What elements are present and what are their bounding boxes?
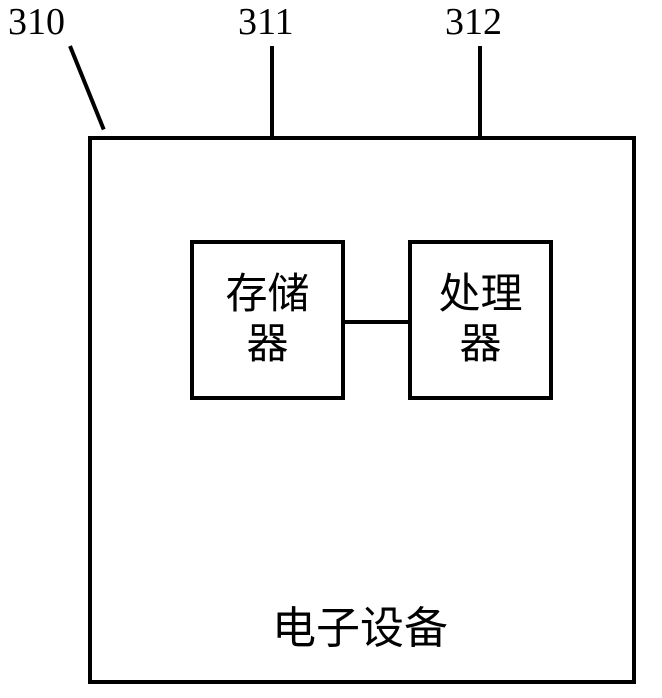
memory-box: 存储器 bbox=[190, 240, 345, 400]
memory-label: 存储器 bbox=[225, 270, 309, 371]
device-caption: 电子设备 bbox=[272, 592, 448, 656]
connector-line bbox=[345, 320, 408, 324]
lead-line-310 bbox=[68, 45, 105, 130]
label-312: 312 bbox=[445, 0, 502, 44]
label-311: 311 bbox=[238, 0, 294, 44]
label-310: 310 bbox=[8, 0, 65, 44]
processor-box: 处理器 bbox=[408, 240, 553, 400]
processor-label: 处理器 bbox=[438, 270, 522, 371]
